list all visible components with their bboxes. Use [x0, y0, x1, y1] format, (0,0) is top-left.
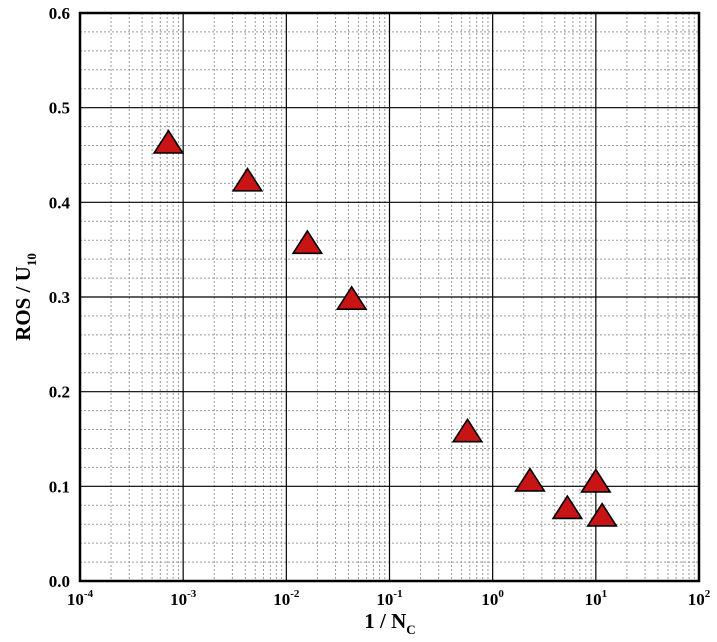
x-tick-label: 10-2 — [273, 588, 300, 609]
y-tick-label: 0.4 — [49, 193, 71, 212]
y-tick-label: 0.6 — [49, 4, 70, 23]
data-point-triangle — [451, 417, 484, 443]
y-tick-label: 0.5 — [49, 99, 70, 118]
y-axis-ticks: 0.0 0.1 0.2 0.3 0.4 0.5 0.6 — [49, 4, 71, 591]
x-tick-label: 102 — [688, 588, 711, 609]
data-points — [152, 129, 618, 527]
y-tick-label: 0.3 — [49, 288, 70, 307]
y-axis-title: ROS / U10 — [11, 253, 39, 341]
plot-frame — [78, 11, 701, 583]
data-point-triangle — [231, 167, 264, 192]
x-tick-label: 100 — [481, 588, 504, 609]
x-axis-ticks: 10-4 10-3 10-2 10-1 100 101 102 — [67, 588, 711, 609]
y-tick-label: 0.2 — [49, 383, 70, 402]
data-point-triangle — [586, 502, 618, 527]
y-tick-label: 0.1 — [49, 477, 70, 496]
x-tick-label: 10-3 — [170, 588, 197, 609]
grid — [79, 12, 700, 582]
data-point-triangle — [580, 468, 612, 493]
data-point-triangle — [152, 129, 185, 154]
data-point-triangle — [514, 467, 546, 492]
x-tick-label: 101 — [585, 588, 608, 609]
y-tick-label: 0.0 — [49, 572, 70, 591]
data-point-triangle — [551, 494, 584, 520]
x-axis-title: 1 / NC — [364, 609, 415, 637]
data-point-triangle — [335, 285, 368, 311]
x-tick-label: 10-4 — [67, 588, 94, 609]
x-tick-label: 10-1 — [376, 588, 402, 609]
data-point-triangle — [291, 229, 324, 255]
